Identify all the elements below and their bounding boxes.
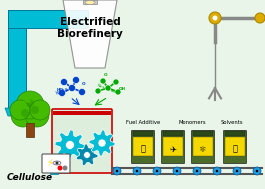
- Text: 💧: 💧: [232, 145, 237, 153]
- Circle shape: [213, 167, 221, 175]
- Text: Monomers: Monomers: [178, 119, 206, 125]
- Bar: [193, 137, 213, 156]
- Text: Kolbe: Kolbe: [55, 86, 69, 96]
- Circle shape: [65, 140, 74, 149]
- Text: Fuel Additive: Fuel Additive: [126, 119, 160, 125]
- Circle shape: [63, 166, 68, 170]
- Bar: [26, 123, 34, 137]
- Circle shape: [233, 167, 241, 175]
- Bar: [225, 131, 245, 136]
- FancyBboxPatch shape: [192, 130, 214, 163]
- Circle shape: [209, 12, 221, 24]
- Circle shape: [16, 91, 44, 119]
- Bar: [133, 137, 153, 156]
- Circle shape: [98, 139, 106, 147]
- Circle shape: [216, 170, 218, 172]
- Circle shape: [173, 167, 181, 175]
- FancyBboxPatch shape: [161, 130, 184, 163]
- Circle shape: [21, 109, 29, 117]
- Circle shape: [153, 167, 161, 175]
- Ellipse shape: [23, 97, 31, 103]
- Circle shape: [78, 88, 86, 95]
- Polygon shape: [63, 0, 117, 68]
- Bar: [50, 168, 58, 174]
- FancyBboxPatch shape: [52, 109, 112, 173]
- FancyBboxPatch shape: [131, 130, 154, 163]
- Polygon shape: [5, 108, 31, 116]
- Circle shape: [196, 170, 198, 172]
- Text: 🚗: 🚗: [140, 145, 145, 153]
- Text: Solvents: Solvents: [221, 119, 243, 125]
- Polygon shape: [76, 144, 98, 166]
- Polygon shape: [55, 130, 85, 160]
- Circle shape: [30, 100, 50, 120]
- Circle shape: [115, 89, 121, 95]
- Circle shape: [100, 78, 106, 84]
- Circle shape: [133, 167, 141, 175]
- Text: Electrified
Biorefinery: Electrified Biorefinery: [57, 17, 123, 39]
- Ellipse shape: [40, 110, 48, 116]
- Circle shape: [253, 167, 261, 175]
- Circle shape: [68, 84, 76, 91]
- Circle shape: [25, 103, 49, 127]
- Text: Non-Kolbe: Non-Kolbe: [96, 84, 117, 95]
- Text: O: O: [82, 82, 86, 86]
- Bar: [193, 131, 213, 136]
- Text: ✈: ✈: [170, 145, 176, 153]
- Circle shape: [105, 85, 111, 91]
- Circle shape: [136, 170, 138, 172]
- Circle shape: [236, 170, 238, 172]
- Circle shape: [55, 161, 59, 164]
- Text: O: O: [104, 73, 108, 77]
- Circle shape: [60, 78, 68, 85]
- Bar: [163, 137, 183, 156]
- Text: HO: HO: [57, 88, 64, 92]
- Circle shape: [116, 170, 118, 172]
- Circle shape: [26, 99, 34, 107]
- Circle shape: [193, 167, 201, 175]
- Circle shape: [113, 167, 121, 175]
- Text: OH: OH: [119, 87, 126, 91]
- Bar: [8, 10, 88, 28]
- FancyBboxPatch shape: [223, 130, 246, 163]
- Circle shape: [255, 13, 265, 23]
- Text: Cellulose: Cellulose: [7, 174, 53, 183]
- Circle shape: [73, 77, 79, 84]
- Circle shape: [58, 166, 63, 170]
- Polygon shape: [89, 130, 115, 156]
- Circle shape: [95, 88, 101, 94]
- Circle shape: [256, 170, 258, 172]
- Bar: [8, 10, 26, 110]
- FancyBboxPatch shape: [42, 154, 70, 173]
- Circle shape: [176, 170, 178, 172]
- Bar: [83, 0, 97, 4]
- Circle shape: [156, 170, 158, 172]
- Bar: [225, 137, 245, 156]
- Circle shape: [84, 152, 90, 158]
- Circle shape: [113, 79, 119, 85]
- Ellipse shape: [85, 1, 95, 5]
- Text: ⚡: ⚡: [47, 158, 54, 168]
- Circle shape: [11, 103, 35, 127]
- Ellipse shape: [53, 161, 61, 165]
- Ellipse shape: [12, 110, 20, 116]
- Circle shape: [213, 15, 218, 20]
- Text: ⚛: ⚛: [199, 145, 207, 153]
- Circle shape: [10, 100, 30, 120]
- Bar: [133, 131, 153, 136]
- Circle shape: [59, 90, 65, 97]
- Bar: [53, 111, 111, 115]
- Bar: [163, 131, 183, 136]
- Circle shape: [31, 106, 39, 114]
